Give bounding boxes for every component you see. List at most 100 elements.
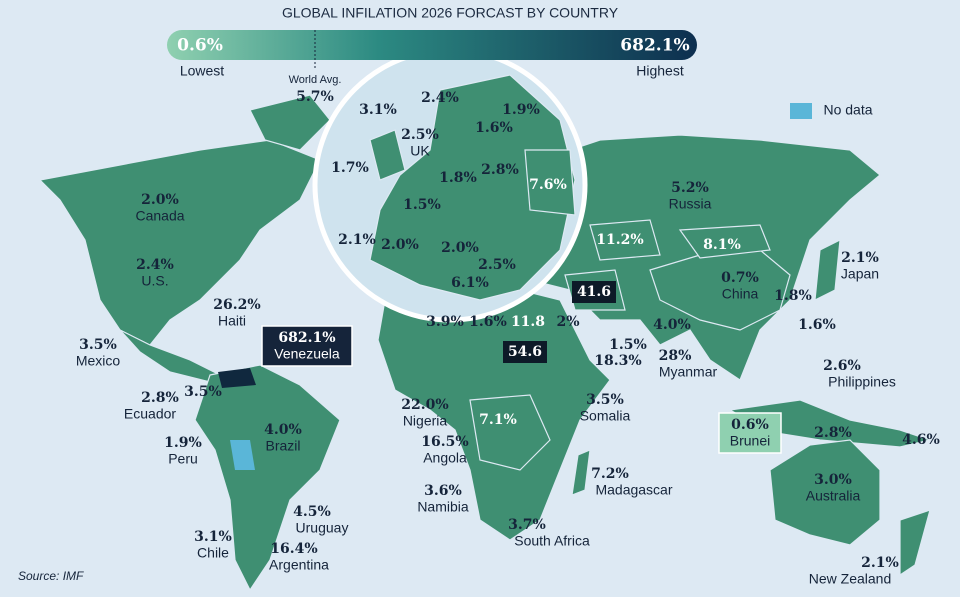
value-label: 0.6% xyxy=(731,417,769,433)
country-name: Japan xyxy=(841,266,879,282)
country-name: Argentina xyxy=(269,557,329,573)
country-name: Ecuador xyxy=(124,406,176,422)
value-label: 16.4% xyxy=(270,541,317,557)
value-label: 16.5% xyxy=(421,434,468,450)
legend-min: 0.6% xyxy=(177,36,223,56)
value-label: 2.5% xyxy=(478,257,516,273)
country-name: Myanmar xyxy=(659,364,718,380)
value-label: 1.6% xyxy=(469,314,507,330)
avg-label: World Avg. xyxy=(289,74,342,86)
value-label: 54.6 xyxy=(508,344,542,360)
country-name: Venezuela xyxy=(274,346,340,362)
country-name: Namibia xyxy=(417,499,469,515)
country-name: Angola xyxy=(423,450,467,466)
value-label: 4.6% xyxy=(902,432,940,448)
country-name: South Africa xyxy=(514,533,590,549)
value-label: 2.1% xyxy=(338,232,376,248)
value-label: 1.5% xyxy=(403,197,441,213)
legend-max-label: Highest xyxy=(636,63,684,79)
value-label: 1.5% xyxy=(609,337,647,353)
value-label: 5.2% xyxy=(671,180,709,196)
value-label: 0.7% xyxy=(721,270,759,286)
value-label: 3.1% xyxy=(194,529,232,545)
country-name: UK xyxy=(410,143,430,159)
country-name: Uruguay xyxy=(296,520,349,536)
country-name: Chile xyxy=(197,545,229,561)
value-label: 11.8 xyxy=(511,314,545,330)
value-label: 3.1% xyxy=(359,102,397,118)
value-label: 2% xyxy=(556,314,579,330)
value-label: 22.0% xyxy=(401,397,448,413)
value-label: 18.3% xyxy=(594,353,641,369)
no-data-swatch xyxy=(790,103,812,119)
value-label: 2.0% xyxy=(381,237,419,253)
value-label: 1.7% xyxy=(331,160,369,176)
legend-max: 682.1% xyxy=(620,36,689,56)
label-box xyxy=(503,341,547,363)
value-label: 2.1% xyxy=(861,555,899,571)
value-label: 4.0% xyxy=(264,422,302,438)
country-name: U.S. xyxy=(141,273,168,289)
value-label: 3.5% xyxy=(184,384,222,400)
title: GLOBAL INFILATION 2026 FORCAST BY COUNTR… xyxy=(282,5,619,21)
value-label: 2.8% xyxy=(481,162,519,178)
country-name: New Zealand xyxy=(809,571,892,587)
country-name: Mexico xyxy=(76,353,121,369)
value-label: 28% xyxy=(659,348,692,364)
country-name: Brunei xyxy=(730,433,770,449)
legend-min-label: Lowest xyxy=(180,63,224,79)
value-label: 1.8% xyxy=(439,170,477,186)
value-label: 2.8% xyxy=(814,425,852,441)
value-label: 3.0% xyxy=(814,472,852,488)
country-name: Philippines xyxy=(828,374,896,390)
country-name: Canada xyxy=(135,208,184,224)
value-label: 41.6 xyxy=(577,284,611,300)
country-name: Russia xyxy=(669,196,712,212)
value-label: 7.1% xyxy=(479,412,517,428)
country-name: Somalia xyxy=(580,408,631,424)
label-box xyxy=(718,412,782,454)
value-label: 4.0% xyxy=(653,317,691,333)
label-box xyxy=(261,325,353,367)
value-label: 3.7% xyxy=(508,517,546,533)
country-name: Australia xyxy=(806,488,861,504)
landmasses xyxy=(38,94,933,592)
value-label: 6.1% xyxy=(451,275,489,291)
value-label: 3.9% xyxy=(426,314,464,330)
value-label: 3.5% xyxy=(586,392,624,408)
avg-value: 5.7% xyxy=(296,89,334,105)
value-label: 11.2% xyxy=(596,232,643,248)
value-label: 7.2% xyxy=(591,466,629,482)
value-label: 2.5% xyxy=(401,127,439,143)
country-name: Brazil xyxy=(265,438,300,454)
value-label: 2.0% xyxy=(441,240,479,256)
value-label: 8.1% xyxy=(703,237,741,253)
country-name: Haiti xyxy=(218,313,246,329)
country-name: China xyxy=(722,286,759,302)
country-labels: 2.0%Canada2.4%U.S.3.5%Mexico26.2%Haiti68… xyxy=(76,90,940,587)
label-box xyxy=(572,281,616,303)
value-label: 682.1% xyxy=(278,330,335,346)
no-data-label: No data xyxy=(823,102,872,118)
country-name: Peru xyxy=(168,451,198,467)
value-label: 2.4% xyxy=(136,257,174,273)
country-name: Nigeria xyxy=(403,413,448,429)
value-label: 1.6% xyxy=(475,120,513,136)
value-label: 4.5% xyxy=(293,504,331,520)
value-label: 2.4% xyxy=(421,90,459,106)
value-label: 26.2% xyxy=(213,297,260,313)
value-label: 2.0% xyxy=(141,192,179,208)
value-label: 2.1% xyxy=(841,250,879,266)
value-label: 3.5% xyxy=(79,337,117,353)
value-label: 1.9% xyxy=(502,102,540,118)
value-label: 3.6% xyxy=(424,483,462,499)
value-label: 1.6% xyxy=(798,317,836,333)
value-label: 2.6% xyxy=(823,358,861,374)
value-label: 7.6% xyxy=(529,177,567,193)
country-name: Madagascar xyxy=(595,482,672,498)
value-label: 1.9% xyxy=(164,435,202,451)
source: Source: IMF xyxy=(18,569,84,583)
value-label: 1.8% xyxy=(774,288,812,304)
legend-gradient xyxy=(167,30,697,60)
